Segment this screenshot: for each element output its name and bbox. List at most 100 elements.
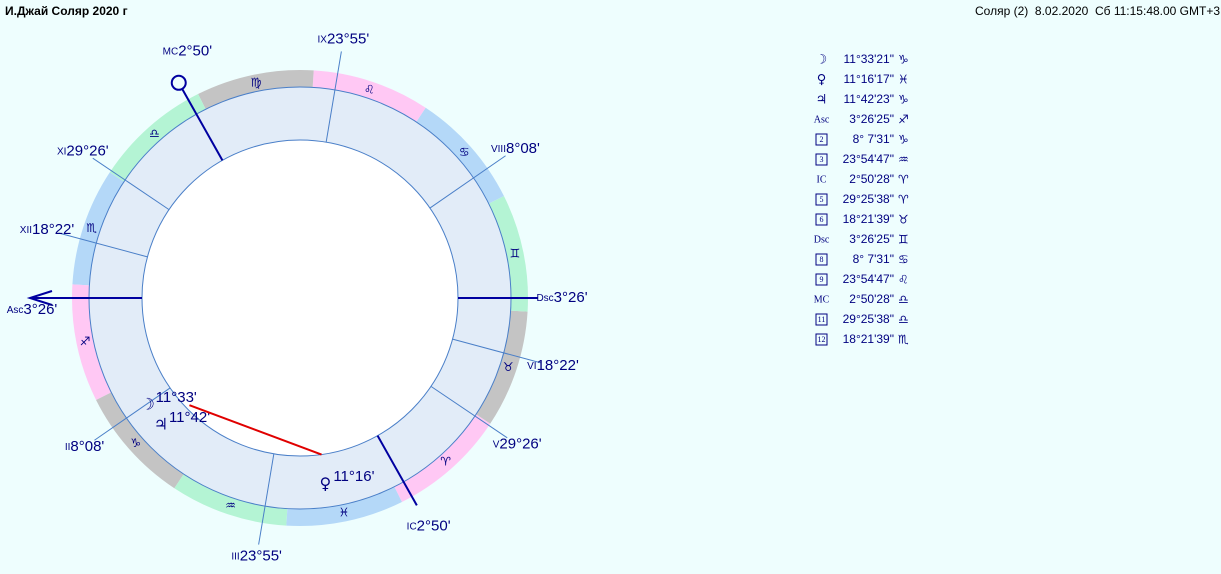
planet-degree: 11°42' [169, 409, 210, 426]
row-sign: ♒ [898, 153, 909, 167]
row-position: 3°26'25" [849, 232, 894, 246]
row-symbol: Dsc [814, 234, 830, 245]
house-box [815, 313, 828, 326]
cusp-line [258, 453, 275, 545]
row-symbol: MC [814, 294, 830, 305]
cusp-label: XI29°26' [57, 142, 109, 159]
row-sign: ♈ [898, 193, 909, 207]
house-box [815, 273, 828, 286]
row-symbol: ♃ [816, 93, 828, 108]
row-position: 29°25'38" [843, 192, 894, 206]
row-position: 23°54'47" [843, 152, 894, 166]
sign-sector [72, 284, 112, 400]
house-box [815, 153, 828, 166]
house-box [815, 213, 828, 226]
row-symbol: 12 [818, 335, 826, 344]
row-position: 18°21'39" [843, 212, 894, 226]
cusp-degree: 2°50' [417, 517, 451, 534]
angle-line [181, 88, 224, 161]
house-box [815, 133, 828, 146]
row-position: 11°42'23" [843, 92, 894, 106]
cusp-label: IC2°50' [407, 517, 451, 534]
cusp-line [325, 51, 342, 143]
cusp-degree: 29°26' [499, 436, 541, 453]
row-position: 11°16'17" [843, 72, 894, 86]
row-sign: ♐ [898, 113, 909, 127]
cusp-numeral: MC [163, 46, 179, 57]
cusp-numeral: XI [57, 146, 66, 157]
cusp-numeral: VIII [491, 144, 506, 155]
sign-sector [476, 310, 528, 424]
cusp-degree: 3°26' [23, 301, 57, 318]
row-position: 11°33'21" [843, 52, 894, 66]
row-sign: ♏ [898, 333, 909, 347]
planet-glyph: ☽ [140, 394, 154, 413]
cusp-label: MC2°50' [163, 43, 213, 60]
row-symbol: ♀ [817, 73, 827, 88]
cusp-degree: 18°22' [537, 357, 579, 374]
cusp-label: V29°26' [493, 436, 542, 453]
cusp-line [92, 157, 170, 211]
house-box [815, 333, 828, 346]
sign-glyph: ♐ [80, 334, 91, 348]
sign-glyph: ♏ [86, 221, 97, 235]
row-position: 23°54'47" [843, 272, 894, 286]
row-sign: ♋ [898, 253, 909, 267]
cusp-line [430, 385, 508, 439]
planet-glyph: ♀ [319, 474, 331, 493]
cusp-line [452, 338, 542, 364]
row-sign: ♎ [898, 293, 909, 307]
planet-glyph: ♃ [154, 415, 168, 434]
cusp-line [58, 232, 148, 258]
cusp-label: VIII8°08' [491, 140, 540, 157]
house-box [815, 253, 828, 266]
planet-degree: 11°33' [156, 389, 197, 406]
sign-sector [198, 70, 314, 110]
chart-info: Соляр (2) 8.02.2020 Сб 11:15:48.00 GMT+3 [975, 4, 1220, 18]
row-symbol: IC [817, 174, 827, 185]
row-position: 2°50'28" [849, 172, 894, 186]
row-sign: ♌ [898, 273, 909, 287]
cusp-numeral: II [65, 442, 71, 453]
row-symbol: 3 [820, 155, 824, 164]
sign-glyph: ♍ [251, 75, 262, 89]
cusp-degree: 29°26' [66, 142, 108, 159]
sign-sector [286, 486, 402, 526]
cusp-numeral: III [231, 551, 239, 562]
sign-glyph: ♑ [130, 436, 141, 450]
house-box [815, 193, 828, 206]
cusp-label: IX23°55' [318, 31, 370, 48]
angle-line [376, 435, 418, 506]
row-sign: ♓ [898, 73, 909, 87]
row-sign: ♑ [898, 133, 909, 147]
cusp-numeral: Dsc [536, 293, 553, 304]
row-symbol: Asc [814, 114, 830, 125]
row-position: 29°25'38" [843, 312, 894, 326]
row-symbol: 5 [820, 195, 824, 204]
row-position: 8° 7'31" [853, 132, 894, 146]
row-position: 3°26'25" [849, 112, 894, 126]
cusp-label: II8°08' [65, 438, 105, 455]
sign-glyph: ♈ [440, 455, 451, 469]
sign-glyph: ♓ [339, 506, 350, 520]
cusp-label: Dsc3°26' [536, 289, 587, 306]
cusp-line [429, 155, 506, 209]
row-sign: ♑ [898, 53, 909, 67]
sign-sector [394, 414, 491, 502]
cusp-label: Asc3°26' [7, 301, 58, 318]
cusp-label: VI18°22' [527, 357, 579, 374]
planet-degree: 11°16' [333, 468, 374, 485]
cusp-degree: 8°08' [506, 140, 540, 157]
positions-table: ☽ 11°33'21" ♑ ♀ 11°16'17" ♓ ♃ 11°42'23" ♑ Asc 3°26… [814, 52, 909, 346]
cusp-numeral: VI [527, 361, 536, 372]
row-symbol: 11 [818, 315, 826, 324]
cusp-numeral: IC [407, 521, 417, 532]
cusp-numeral: IX [318, 34, 328, 45]
row-position: 2°50'28" [849, 292, 894, 306]
row-position: 18°21'39" [843, 332, 894, 346]
sign-glyph: ♉ [503, 360, 514, 374]
sign-glyph: ♊ [510, 247, 521, 261]
sign-sector [72, 172, 124, 286]
